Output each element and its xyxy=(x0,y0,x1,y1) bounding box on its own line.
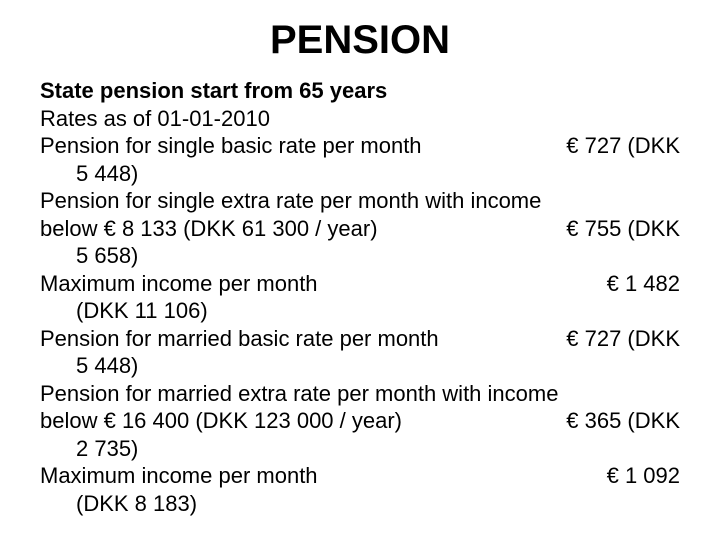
row-value: € 1 482 xyxy=(607,270,680,298)
row-label: Maximum income per month xyxy=(40,462,607,490)
page-title: PENSION xyxy=(40,18,680,63)
row-single-basic: Pension for single basic rate per month … xyxy=(40,132,680,160)
row-continuation: 5 448) xyxy=(40,352,680,380)
row-value: € 727 (DKK xyxy=(566,132,680,160)
row-max-income-married: Maximum income per month € 1 092 xyxy=(40,462,680,490)
row-continuation: 2 735) xyxy=(40,435,680,463)
row-label: below € 8 133 (DKK 61 300 / year) xyxy=(40,215,566,243)
row-label: Maximum income per month xyxy=(40,270,607,298)
row-value: € 755 (DKK xyxy=(566,215,680,243)
rates-line: Rates as of 01-01-2010 xyxy=(40,105,680,133)
row-continuation: (DKK 8 183) xyxy=(40,490,680,518)
row-label: Pension for single basic rate per month xyxy=(40,132,566,160)
row-max-income-single: Maximum income per month € 1 482 xyxy=(40,270,680,298)
row-value: € 727 (DKK xyxy=(566,325,680,353)
row-value: € 365 (DKK xyxy=(566,407,680,435)
row-continuation: 5 658) xyxy=(40,242,680,270)
row-value: € 1 092 xyxy=(607,462,680,490)
row-continuation: (DKK 11 106) xyxy=(40,297,680,325)
row-continuation: 5 448) xyxy=(40,160,680,188)
row-married-extra-intro: Pension for married extra rate per month… xyxy=(40,380,680,408)
subtitle: State pension start from 65 years xyxy=(40,77,680,105)
row-label: Pension for married basic rate per month xyxy=(40,325,566,353)
row-married-extra: below € 16 400 (DKK 123 000 / year) € 36… xyxy=(40,407,680,435)
row-label: below € 16 400 (DKK 123 000 / year) xyxy=(40,407,566,435)
row-single-extra-intro: Pension for single extra rate per month … xyxy=(40,187,680,215)
row-single-extra: below € 8 133 (DKK 61 300 / year) € 755 … xyxy=(40,215,680,243)
row-married-basic: Pension for married basic rate per month… xyxy=(40,325,680,353)
